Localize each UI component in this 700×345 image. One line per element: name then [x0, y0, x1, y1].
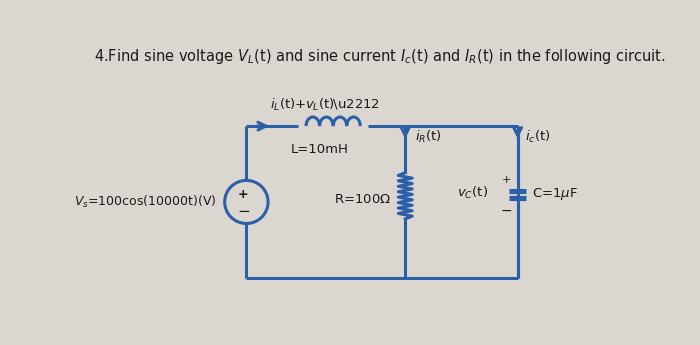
- Text: −: −: [237, 204, 250, 219]
- Text: $V_s$=100cos(10000t)(V): $V_s$=100cos(10000t)(V): [74, 194, 217, 210]
- Text: $i_R$(t): $i_R$(t): [414, 129, 442, 145]
- Text: $i_c$(t): $i_c$(t): [526, 129, 551, 145]
- Text: L=10mH: L=10mH: [290, 143, 348, 156]
- Text: +: +: [238, 188, 248, 201]
- Text: 4.Find sine voltage $V_L$(t) and sine current $I_c$(t) and $I_R$(t) in the follo: 4.Find sine voltage $V_L$(t) and sine cu…: [94, 47, 665, 66]
- Text: C=1$\mu$F: C=1$\mu$F: [531, 186, 577, 202]
- Text: R=100$\Omega$: R=100$\Omega$: [334, 193, 391, 206]
- Text: +: +: [501, 175, 511, 185]
- Text: −: −: [500, 204, 512, 218]
- Text: +$v_L$(t)\u2212: +$v_L$(t)\u2212: [294, 97, 380, 113]
- Text: $v_C$(t): $v_C$(t): [457, 185, 488, 201]
- Text: $i_L$(t): $i_L$(t): [270, 97, 295, 113]
